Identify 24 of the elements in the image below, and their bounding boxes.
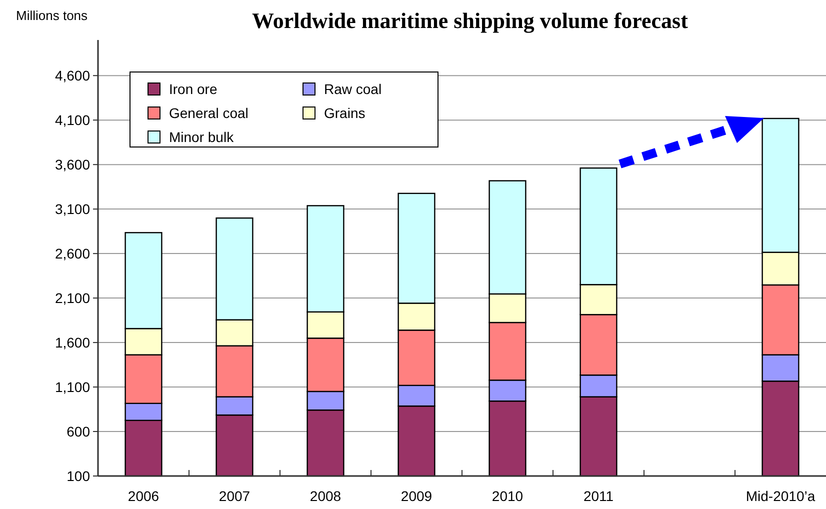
x-tick-label: 2010 (492, 488, 524, 504)
y-tick-label: 4,100 (54, 112, 90, 128)
y-tick-label: 3,100 (54, 201, 90, 218)
legend-label: Raw coal (324, 81, 382, 97)
y-tick-label: 2,100 (54, 290, 90, 306)
chart-title: Worldwide maritime shipping volume forecast (252, 8, 689, 33)
legend-label: Iron ore (169, 81, 218, 97)
x-tick-label: Mid-2010’a (746, 488, 816, 504)
legend-label: Grains (324, 105, 366, 121)
x-tick-label: 2009 (400, 488, 432, 504)
y-tick-label: 100 (66, 468, 90, 484)
x-tick-label: 2011 (583, 488, 614, 504)
y-tick-label: 4,600 (54, 68, 90, 84)
y-tick-label: 1,100 (54, 379, 90, 396)
y-tick-label: 2,600 (54, 246, 90, 262)
y-tick-label: 3,600 (54, 156, 90, 173)
x-tick-label: 2006 (128, 488, 160, 504)
legend-label: Minor bulk (169, 129, 235, 145)
x-tick-label: 2007 (218, 488, 250, 504)
y-tick-label: 600 (66, 424, 90, 440)
x-tick-label: 2008 (310, 488, 342, 504)
y-tick-label: 1,600 (54, 334, 90, 351)
legend-label: General coal (169, 105, 248, 121)
y-axis-title: Millions tons (16, 8, 88, 23)
